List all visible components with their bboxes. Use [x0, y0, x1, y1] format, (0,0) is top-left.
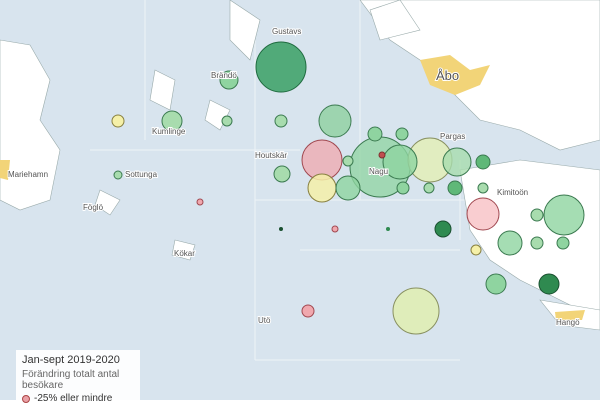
bubble: [442, 147, 472, 177]
bubble: [423, 182, 435, 194]
place-label: Pargas: [440, 132, 465, 141]
bubble: [466, 197, 500, 231]
place-label: Kökar: [174, 249, 195, 258]
bubble: [331, 225, 339, 233]
bubble: [470, 244, 482, 256]
place-label: Houtskär: [255, 151, 287, 160]
bubble: [111, 114, 125, 128]
bubble: [392, 287, 440, 335]
legend-label: -25% eller mindre: [34, 393, 113, 404]
urban-area: [420, 55, 490, 95]
bubble: [113, 170, 123, 180]
bubble: [255, 41, 307, 93]
place-label: Föglö: [83, 203, 104, 212]
urban-area: [555, 310, 585, 320]
bubble: [530, 208, 544, 222]
urban-area: [0, 160, 10, 180]
bubble: [538, 273, 560, 295]
bubble: [367, 126, 383, 142]
place-label: Brändö: [211, 71, 237, 80]
bubble: [273, 165, 291, 183]
bubble: [543, 194, 585, 236]
legend-subtitle: Förändring totalt antal besökare: [22, 369, 120, 391]
bubble: [196, 198, 204, 206]
bubble: [307, 173, 337, 203]
bubble: [395, 127, 409, 141]
place-label: Åbo: [436, 68, 459, 83]
bubble: [301, 304, 315, 318]
bubble: [475, 154, 491, 170]
place-labels: Gustavs Åbo Brändö Kumlinge Pargas Houts…: [7, 26, 581, 328]
bubble: [318, 104, 352, 138]
place-label: Sottunga: [125, 170, 158, 179]
bubble: [497, 230, 523, 256]
bubble: [335, 175, 361, 201]
legend-swatch: [22, 394, 30, 403]
grid: [90, 0, 470, 361]
place-label: Mariehamn: [8, 170, 48, 179]
bubble: [279, 227, 283, 231]
bubble: [447, 180, 463, 196]
legend-title: Jan-sept 2019-2020: [22, 354, 120, 366]
bubble: [382, 144, 418, 180]
bubble: [386, 227, 390, 231]
legend: Jan-sept 2019-2020 Förändring totalt ant…: [16, 350, 140, 404]
legend-item: -25% eller mindre: [22, 393, 134, 404]
place-label: Hangö: [556, 318, 580, 327]
bubble: [556, 236, 570, 250]
place-label: Utö: [258, 316, 271, 325]
bubble: [477, 182, 489, 194]
bubble: [161, 110, 183, 132]
bubble: [378, 151, 386, 159]
bubbles: [111, 41, 585, 335]
bubble: [434, 220, 452, 238]
bubble: [342, 155, 354, 167]
bubble: [396, 181, 410, 195]
bubble: [221, 115, 233, 127]
bubble: [485, 273, 507, 295]
place-label: Kimitoön: [497, 188, 528, 197]
bubble: [274, 114, 288, 128]
bubble: [219, 70, 239, 90]
bubble: [530, 236, 544, 250]
place-label: Kumlinge: [152, 127, 186, 136]
place-label: Nagu: [369, 167, 388, 176]
place-label: Gustavs: [272, 27, 301, 36]
